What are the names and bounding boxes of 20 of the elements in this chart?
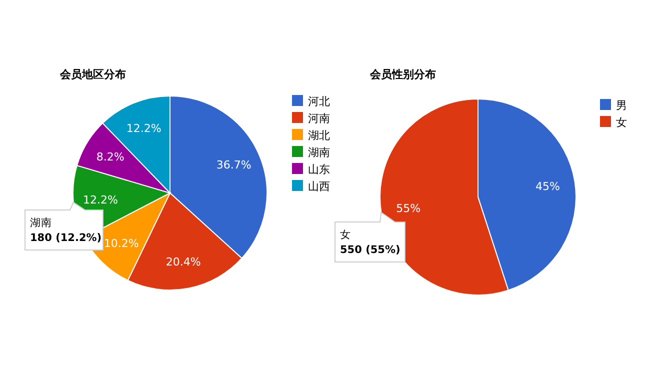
legend-label: 女 <box>616 116 627 129</box>
legend-label: 湖北 <box>308 129 330 142</box>
legend-label: 男 <box>616 99 627 112</box>
legend-label: 河南 <box>308 112 330 125</box>
data-label: 12.2% <box>126 122 162 136</box>
legend-label: 山东 <box>308 163 330 176</box>
data-label: 12.2% <box>83 194 118 207</box>
legend-label: 河北 <box>308 95 330 108</box>
data-label: 45% <box>535 180 560 193</box>
text: 女 550 (55%) <box>340 229 400 256</box>
data-label: 20.4% <box>166 255 201 268</box>
legend-label: 湖南 <box>308 146 330 159</box>
data-label: 8.2% <box>96 150 124 164</box>
chart-title: 会员地区分布 <box>59 68 126 81</box>
chart-title: 会员性别分布 <box>369 68 436 81</box>
data-label: 10.2% <box>104 236 139 250</box>
text: 湖南 180 (12.2%) <box>30 216 102 244</box>
data-label: 36.7% <box>216 158 252 172</box>
data-label: 55% <box>396 202 421 215</box>
legend-label: 山西 <box>308 180 330 193</box>
